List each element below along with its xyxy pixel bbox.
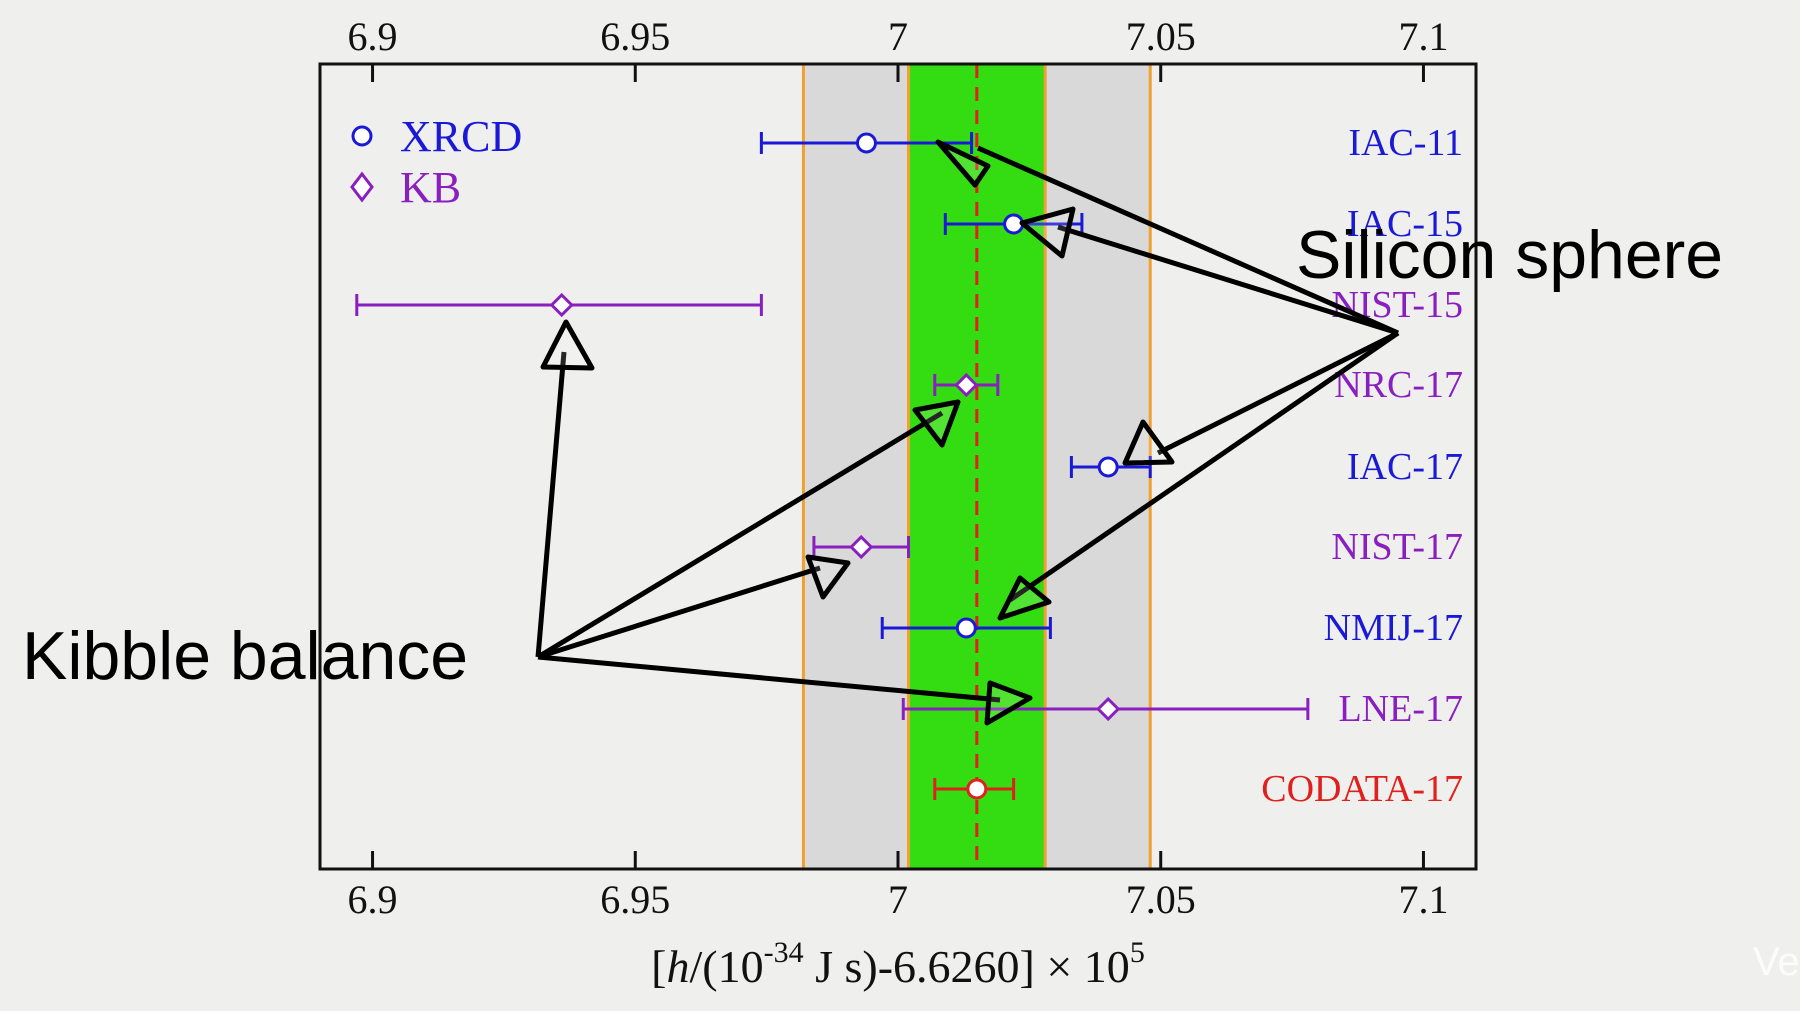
data-point-iac-17 (1069, 456, 1152, 478)
annotation-kibble-balance: Kibble balance (22, 618, 468, 694)
marker-nrc-17 (954, 372, 979, 398)
x-tick-label-bottom-4: 7.1 (1398, 877, 1448, 922)
arrow-line-kibble-nist17 (537, 565, 821, 660)
row-label-codata-17: CODATA-17 (1261, 768, 1463, 810)
legend-kb-label: KB (400, 163, 461, 212)
marker-iac-11 (855, 132, 877, 154)
data-point-codata-17 (933, 778, 1016, 800)
watermark: Ve (1753, 940, 1800, 984)
arrow-line-kibble-lne17 (537, 654, 1001, 703)
legend-xrcd-label: XRCD (400, 112, 522, 161)
x-tick-label-bottom-1: 6.95 (600, 877, 670, 922)
marker-codata-17 (966, 778, 988, 800)
annotation-silicon-sphere: Silicon sphere (1296, 217, 1723, 293)
arrow-line-kibble-nrc17 (536, 410, 944, 660)
legend: XRCD KB (350, 112, 522, 212)
x-tick-label-top-1: 6.95 (600, 14, 670, 59)
arrow-line-kibble-nist15 (535, 351, 567, 658)
arrowhead-kibble-nist15 (540, 319, 595, 371)
data-point-lne-17 (901, 696, 1310, 722)
marker-nist-15 (549, 292, 574, 318)
x-tick-label-bottom-2: 7 (888, 877, 908, 922)
legend-kb-marker (350, 171, 374, 203)
x-tick-label-top-0: 6.9 (348, 14, 398, 59)
row-label-iac-15: IAC-15 (1347, 203, 1463, 245)
row-label-nist-17: NIST-17 (1331, 526, 1463, 568)
data-point-iac-15 (943, 213, 1084, 235)
data-point-nrc-17 (933, 372, 1000, 398)
marker-iac-17 (1097, 456, 1119, 478)
arrowhead-kibble-nrc17 (912, 399, 961, 448)
data-point-nist-17 (812, 534, 911, 560)
arrowhead-kibble-lne17 (984, 680, 1033, 726)
x-tick-label-bottom-0: 6.9 (348, 877, 398, 922)
arrowhead-silicon-iac17 (1122, 419, 1175, 466)
arrowhead-kibble-nist17 (805, 554, 851, 600)
x-tick-label-top-3: 7.05 (1126, 14, 1196, 59)
arrowhead-silicon-iac11 (935, 139, 991, 188)
marker-lne-17 (1096, 696, 1121, 722)
arrow-line-silicon-iac11 (976, 145, 1400, 336)
arrow-line-silicon-iac15 (1057, 224, 1399, 336)
data-point-nist-15 (355, 292, 763, 318)
row-label-nmij-17: NMIJ-17 (1324, 607, 1463, 649)
x-tick-label-bottom-3: 7.05 (1126, 877, 1196, 922)
marker-nmij-17 (955, 617, 977, 639)
row-label-nrc-17: NRC-17 (1334, 364, 1463, 406)
legend-xrcd-marker (351, 125, 373, 147)
arrowhead-silicon-nmij17 (997, 575, 1052, 621)
row-label-lne-17: LNE-17 (1338, 688, 1463, 730)
x-axis-label: [h/(10-34 J s)-6.6260] × 105 (651, 936, 1145, 992)
arrowhead-silicon-iac15 (1019, 206, 1076, 259)
data-point-nmij-17 (880, 617, 1052, 639)
x-tick-label-top-4: 7.1 (1398, 14, 1448, 59)
annotation-arrows (535, 139, 1400, 726)
arrow-line-silicon-nmij17 (1008, 330, 1400, 603)
marker-nist-17 (849, 534, 874, 560)
x-tick-label-top-2: 7 (888, 14, 908, 59)
arrow-line-silicon-iac17 (1156, 330, 1400, 456)
row-label-iac-11: IAC-11 (1348, 122, 1463, 164)
row-label-iac-17: IAC-17 (1347, 446, 1463, 488)
